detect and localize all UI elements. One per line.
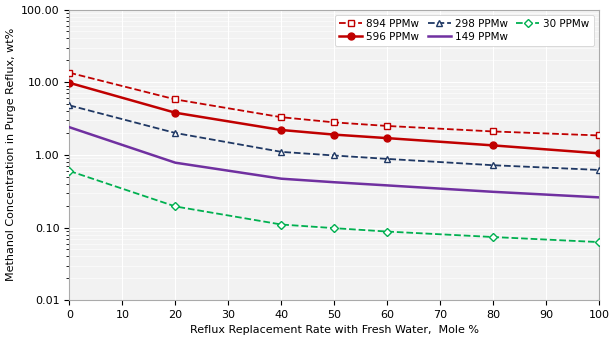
298 PPMw (490, 163, 497, 167)
596 PPMw (384, 136, 391, 140)
Line: 30 PPMw: 30 PPMw (66, 168, 601, 245)
149 PPMw (277, 177, 285, 181)
Line: 596 PPMw: 596 PPMw (66, 79, 603, 157)
30 PPMw (490, 235, 497, 239)
298 PPMw (172, 131, 179, 135)
Legend: 894 PPMw, 596 PPMw, 298 PPMw, 149 PPMw, 30 PPMw: 894 PPMw, 596 PPMw, 298 PPMw, 149 PPMw, … (335, 15, 593, 46)
894 PPMw (66, 71, 73, 75)
149 PPMw (330, 180, 338, 184)
X-axis label: Reflux Replacement Rate with Fresh Water,  Mole %: Reflux Replacement Rate with Fresh Water… (189, 325, 478, 336)
149 PPMw (66, 125, 73, 129)
894 PPMw (277, 115, 285, 119)
596 PPMw (330, 133, 338, 137)
30 PPMw (384, 229, 391, 234)
298 PPMw (384, 157, 391, 161)
298 PPMw (277, 150, 285, 154)
149 PPMw (490, 190, 497, 194)
149 PPMw (172, 161, 179, 165)
Y-axis label: Methanol Concentration in Purge Reflux, wt%: Methanol Concentration in Purge Reflux, … (6, 28, 15, 281)
Line: 149 PPMw: 149 PPMw (69, 127, 599, 197)
Line: 298 PPMw: 298 PPMw (66, 102, 603, 174)
Line: 894 PPMw: 894 PPMw (66, 69, 603, 139)
596 PPMw (66, 81, 73, 85)
894 PPMw (172, 97, 179, 101)
149 PPMw (595, 195, 603, 199)
596 PPMw (595, 151, 603, 155)
894 PPMw (384, 124, 391, 128)
596 PPMw (172, 111, 179, 115)
596 PPMw (490, 143, 497, 147)
298 PPMw (330, 153, 338, 158)
149 PPMw (384, 183, 391, 188)
30 PPMw (330, 226, 338, 230)
30 PPMw (172, 204, 179, 208)
30 PPMw (277, 222, 285, 226)
30 PPMw (66, 169, 73, 173)
30 PPMw (595, 240, 603, 244)
298 PPMw (595, 168, 603, 172)
894 PPMw (595, 133, 603, 137)
894 PPMw (330, 120, 338, 124)
596 PPMw (277, 128, 285, 132)
298 PPMw (66, 103, 73, 107)
894 PPMw (490, 129, 497, 133)
